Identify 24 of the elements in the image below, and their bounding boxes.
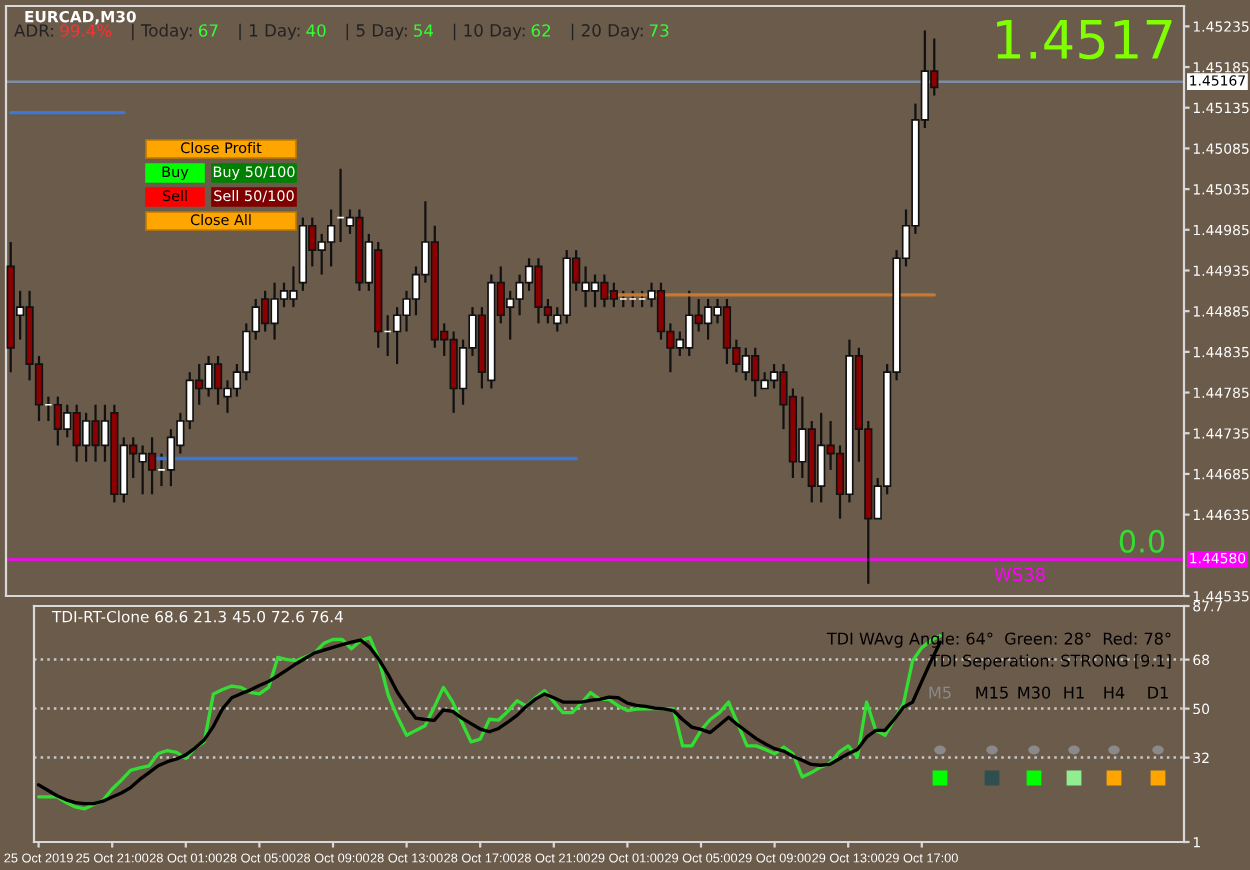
annotation: 99.4%: [60, 24, 112, 37]
annotation: 62: [531, 24, 551, 37]
candlestick: [326, 208, 336, 268]
annotation: M15: [976, 686, 1008, 699]
annotation: | 1 Day:: [239, 23, 300, 41]
annotation: H1: [1064, 686, 1084, 699]
annotation: | 10 Day:: [453, 23, 525, 41]
annotation: M5: [929, 686, 951, 699]
annotation: WS38: [994, 567, 1045, 582]
candlestick: [166, 428, 176, 488]
candlestick: [147, 436, 157, 496]
annotation: 54: [414, 24, 434, 37]
annotation: 40: [306, 24, 326, 37]
annotation: M30: [1018, 686, 1051, 699]
annotation: 67: [198, 24, 218, 37]
annotation: | Today:: [132, 23, 192, 41]
annotation: | 5 Day:: [346, 23, 407, 41]
annotation: ADR:: [14, 24, 53, 37]
annotation: H4: [1104, 686, 1125, 699]
annotation: | 20 Day:: [571, 23, 643, 41]
annotation: 0.0: [1119, 529, 1165, 553]
annotation: D1: [1148, 686, 1168, 699]
annotation: 1.4517: [997, 20, 1172, 60]
annotation: 73: [649, 24, 669, 37]
